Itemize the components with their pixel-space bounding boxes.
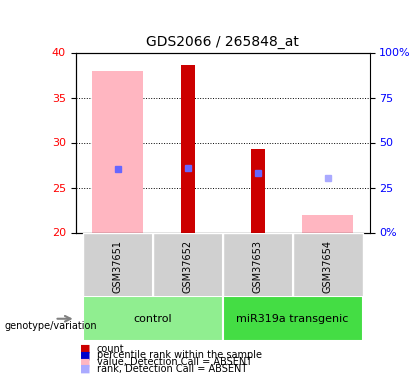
Bar: [92, 70, 143, 232]
Text: GSM37651: GSM37651: [113, 240, 123, 293]
Text: control: control: [133, 314, 172, 324]
Text: genotype/variation: genotype/variation: [4, 321, 97, 331]
Text: ■: ■: [80, 357, 90, 367]
Text: miR319a transgenic: miR319a transgenic: [236, 314, 349, 324]
FancyBboxPatch shape: [83, 296, 223, 341]
Text: ■: ■: [80, 351, 90, 360]
Text: count: count: [97, 344, 124, 354]
Title: GDS2066 / 265848_at: GDS2066 / 265848_at: [146, 35, 299, 49]
FancyBboxPatch shape: [293, 232, 362, 300]
Text: percentile rank within the sample: percentile rank within the sample: [97, 351, 262, 360]
Text: GSM37653: GSM37653: [252, 240, 262, 293]
FancyBboxPatch shape: [83, 232, 152, 300]
Text: ■: ■: [80, 364, 90, 374]
Text: rank, Detection Call = ABSENT: rank, Detection Call = ABSENT: [97, 364, 247, 374]
Text: ■: ■: [80, 344, 90, 354]
Text: value, Detection Call = ABSENT: value, Detection Call = ABSENT: [97, 357, 252, 367]
FancyBboxPatch shape: [223, 296, 362, 341]
FancyBboxPatch shape: [152, 232, 223, 300]
Text: GSM37652: GSM37652: [183, 240, 193, 293]
Text: GSM37654: GSM37654: [323, 240, 333, 293]
Bar: [302, 214, 353, 232]
Bar: [181, 65, 194, 232]
Bar: [251, 149, 265, 232]
FancyBboxPatch shape: [223, 232, 293, 300]
